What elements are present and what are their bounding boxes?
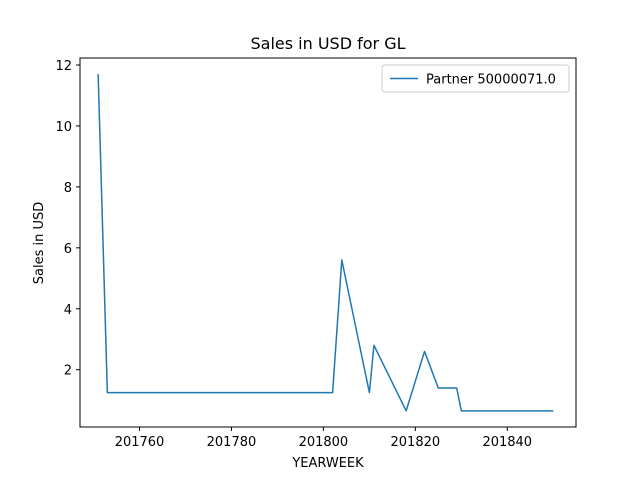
- x-axis-label: YEARWEEK: [291, 456, 364, 471]
- legend-box: [381, 64, 570, 93]
- x-axis: 201760 201780 201800 201820 201840: [115, 427, 532, 450]
- x-tick-label: 201800: [299, 435, 349, 450]
- y-tick-label: 6: [64, 242, 72, 257]
- y-tick-label: 12: [55, 59, 72, 74]
- y-tick-label: 2: [64, 364, 72, 379]
- x-tick-label: 201820: [391, 435, 441, 450]
- y-axis-label: Sales in USD: [32, 202, 47, 285]
- chart-title: Sales in USD for GL: [250, 34, 405, 53]
- x-tick-label: 201780: [207, 435, 257, 450]
- series-layer: [97, 74, 554, 412]
- y-tick-label: 4: [64, 303, 72, 318]
- x-tick-label: 201760: [115, 435, 165, 450]
- plot-frame: [79, 57, 577, 428]
- y-axis: 2 4 6 8 10 12: [55, 59, 80, 379]
- legend: Partner 50000071.0: [381, 64, 570, 93]
- legend-label: Partner 50000071.0: [426, 73, 556, 88]
- y-tick-label: 10: [55, 120, 72, 135]
- series-line-0: [97, 74, 554, 412]
- plot-area: [79, 57, 577, 428]
- x-tick-label: 201840: [482, 435, 532, 450]
- y-tick-label: 8: [64, 181, 72, 196]
